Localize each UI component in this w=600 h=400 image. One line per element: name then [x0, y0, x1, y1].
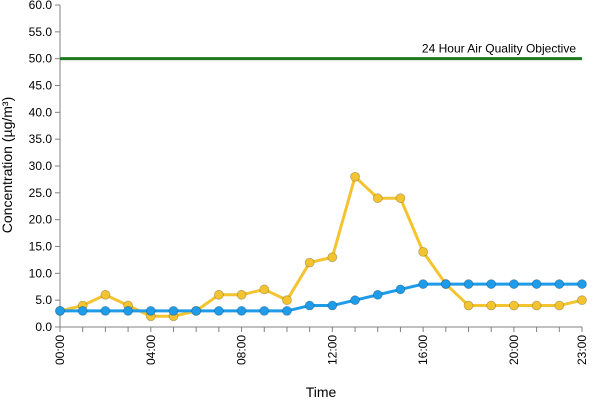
data-point — [77, 305, 88, 316]
data-point — [327, 300, 338, 311]
data-point — [509, 279, 519, 289]
y-tick-label: 55.0 — [29, 25, 53, 39]
data-point — [259, 305, 270, 316]
data-point — [554, 279, 565, 289]
y-tick-label: 5.0 — [35, 293, 52, 307]
y-axis-title: Concentration (µg/m³) — [0, 97, 15, 233]
y-tick-label: 0.0 — [35, 320, 52, 334]
data-point — [213, 289, 224, 300]
x-tick-label: 20:00 — [507, 335, 521, 365]
series-1 — [55, 171, 587, 322]
data-point — [531, 300, 542, 311]
y-tick-label: 10.0 — [29, 266, 53, 280]
data-point — [395, 284, 406, 295]
x-axis-ticks: 00:00 04:00 08:00 12:00 16:00 20:00 23:00 — [53, 327, 589, 365]
data-point — [418, 279, 429, 289]
series-line — [59, 175, 583, 318]
data-point — [350, 295, 360, 306]
data-point — [531, 279, 542, 289]
data-point — [372, 289, 383, 300]
y-tick-label: 30.0 — [29, 159, 53, 173]
data-point — [327, 252, 338, 263]
x-axis-title: Time — [306, 384, 337, 400]
data-point — [282, 305, 292, 316]
data-point — [577, 279, 587, 289]
objective-label: 24 Hour Air Quality Objective — [422, 42, 576, 56]
y-tick-label: 45.0 — [29, 79, 53, 93]
x-tick-label: 12:00 — [325, 335, 339, 365]
x-tick-label: 08:00 — [235, 335, 249, 365]
series-2 — [55, 279, 587, 316]
y-tick-label: 40.0 — [29, 105, 53, 119]
data-point — [304, 300, 315, 311]
data-point — [418, 246, 429, 257]
data-point — [191, 305, 202, 316]
x-tick-label: 04:00 — [144, 335, 158, 365]
data-point — [236, 305, 247, 316]
data-point — [486, 279, 497, 289]
y-axis-ticks: 0.0 5.0 10.0 15.0 20.0 25.0 30.0 35.0 40.0 45.0 50… — [29, 0, 60, 334]
data-point — [168, 305, 179, 316]
data-point — [100, 305, 111, 316]
data-point — [213, 305, 224, 316]
y-tick-label: 35.0 — [29, 132, 53, 146]
data-point — [100, 289, 111, 300]
series-layer — [55, 171, 587, 322]
data-point — [372, 193, 383, 204]
data-point — [486, 300, 497, 311]
data-point — [509, 300, 519, 311]
x-tick-label: 23:00 — [575, 335, 589, 365]
y-tick-label: 60.0 — [29, 0, 53, 12]
y-tick-label: 15.0 — [29, 240, 53, 254]
data-point — [554, 300, 565, 311]
x-tick-label: 16:00 — [416, 335, 430, 365]
data-point — [123, 305, 133, 316]
data-point — [259, 284, 270, 295]
data-point — [236, 289, 247, 300]
data-point — [350, 171, 360, 182]
data-point — [145, 305, 156, 316]
y-tick-label: 25.0 — [29, 186, 53, 200]
data-point — [282, 295, 292, 306]
x-tick-label: 00:00 — [53, 335, 67, 365]
y-tick-label: 50.0 — [29, 52, 53, 66]
data-point — [577, 295, 587, 306]
data-point — [463, 279, 474, 289]
data-point — [55, 305, 65, 316]
data-point — [463, 300, 474, 311]
data-point — [304, 257, 315, 268]
data-point — [395, 193, 406, 204]
data-point — [440, 279, 451, 289]
y-tick-label: 20.0 — [29, 213, 53, 227]
